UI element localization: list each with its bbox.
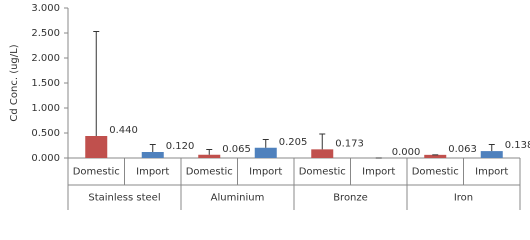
group-label: Bronze	[333, 193, 368, 204]
y-tick-label: 2.000	[31, 53, 60, 64]
y-tick-label: 3.000	[31, 3, 60, 14]
y-tick-label: 0.500	[31, 128, 60, 139]
value-label: 0.120	[166, 141, 195, 152]
y-tick-label: 2.500	[31, 28, 60, 39]
x-tick-label: Import	[362, 167, 395, 178]
x-tick-label: Domestic	[186, 167, 233, 178]
value-label: 0.000	[392, 147, 421, 158]
y-axis-label: Cd Conc. (ug/L)	[9, 44, 20, 121]
value-label: 0.440	[109, 125, 138, 136]
x-tick-label: Import	[249, 167, 282, 178]
value-label: 0.138	[505, 140, 530, 151]
x-tick-label: Import	[136, 167, 169, 178]
bar	[198, 154, 221, 158]
x-tick-label: Domestic	[299, 167, 346, 178]
bar	[85, 136, 108, 158]
x-tick-label: Domestic	[73, 167, 120, 178]
y-tick-label: 1.000	[31, 103, 60, 114]
y-tick-label: 0.000	[31, 153, 60, 164]
value-label: 0.065	[222, 144, 251, 155]
bar	[480, 151, 503, 158]
group-label: Stainless steel	[88, 193, 160, 204]
bar	[254, 147, 277, 158]
y-tick-label: 1.500	[31, 78, 60, 89]
group-label: Iron	[454, 193, 473, 204]
group-label: Aluminium	[211, 193, 265, 204]
x-tick-label: Import	[475, 167, 508, 178]
bar	[141, 152, 164, 158]
bar	[424, 154, 447, 158]
value-label: 0.173	[335, 138, 364, 149]
x-tick-label: Domestic	[412, 167, 459, 178]
bar	[311, 149, 334, 158]
value-label: 0.063	[448, 144, 477, 155]
value-label: 0.205	[279, 137, 308, 148]
